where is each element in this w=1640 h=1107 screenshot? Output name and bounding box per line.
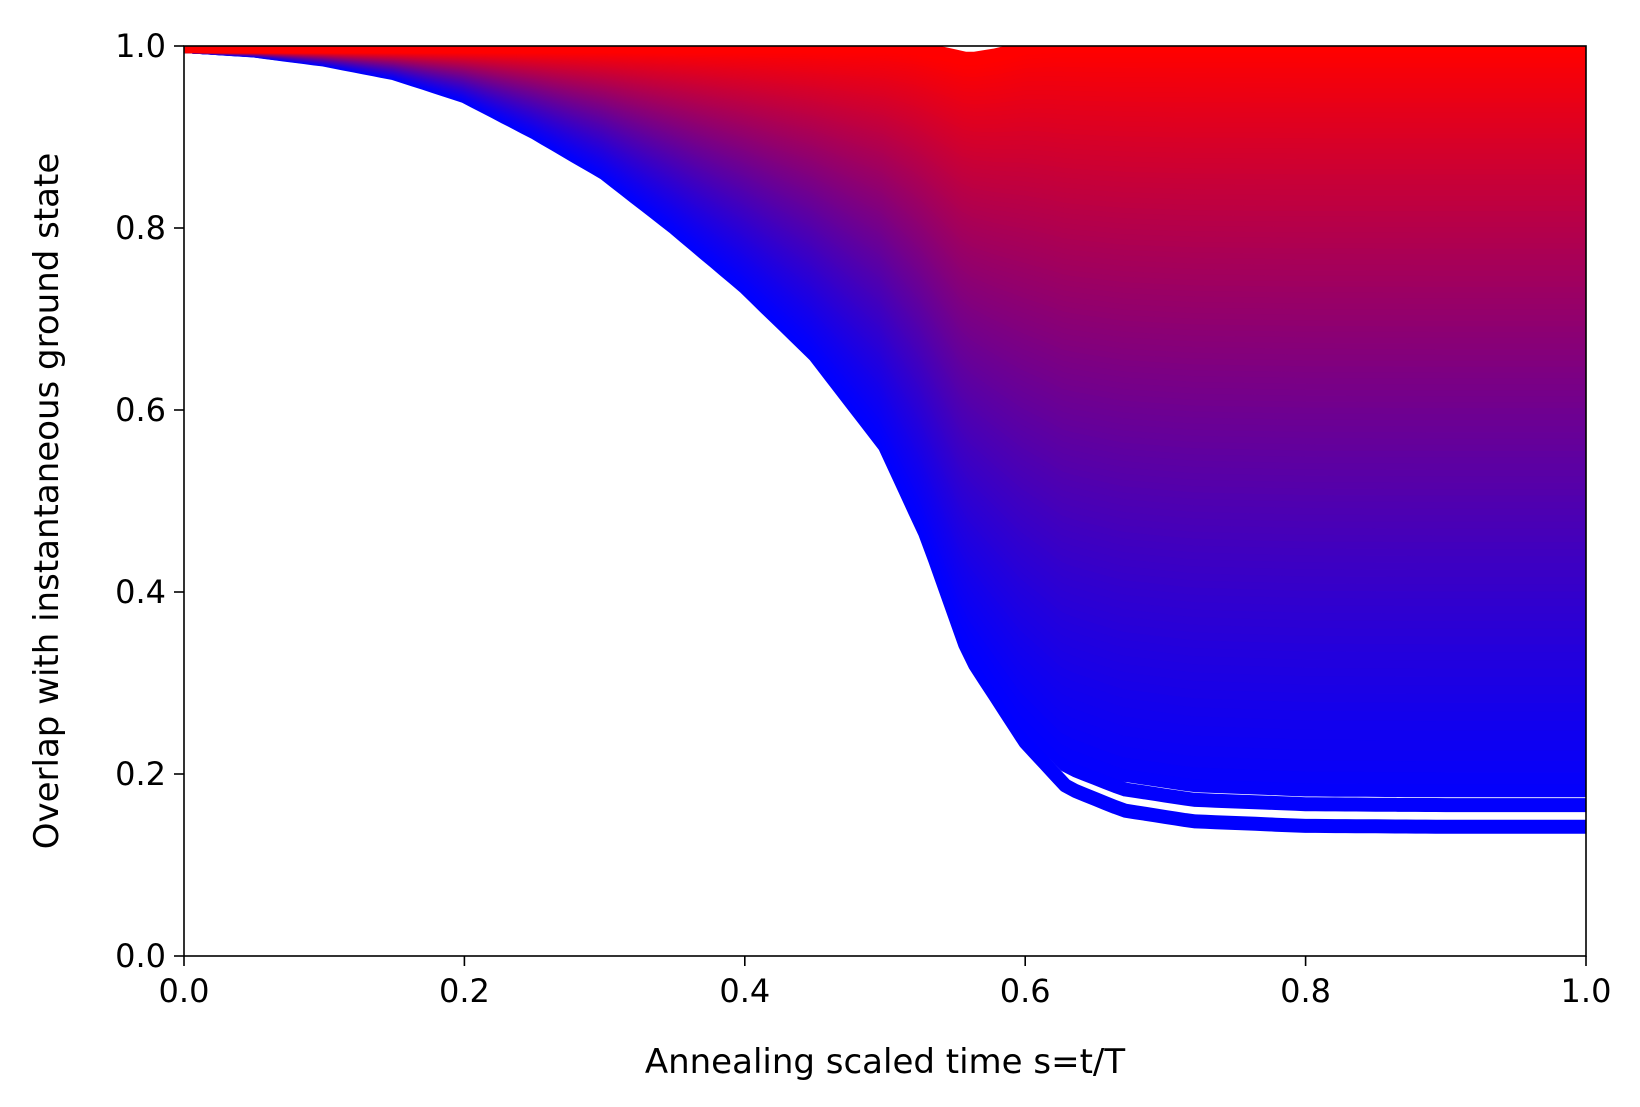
x-tick-label: 0.6 [1000,972,1051,1010]
x-tick-label: 0.8 [1280,972,1331,1010]
y-tick-label: 1.0 [115,27,166,65]
y-axis-ticks: 0.0 0.2 0.4 0.6 0.8 1.0 [115,27,184,975]
y-tick-label: 0.8 [115,209,166,247]
y-tick-label: 0.6 [115,391,166,429]
x-tick-label: 0.2 [439,972,490,1010]
y-axis-label: Overlap with instantaneous ground state [27,153,67,850]
y-tick-label: 0.2 [115,755,166,793]
x-tick-label: 1.0 [1561,972,1612,1010]
y-tick-label: 0.4 [115,573,166,611]
y-tick-label: 0.0 [115,937,166,975]
x-axis-ticks: 0.0 0.2 0.4 0.6 0.8 1.0 [159,956,1612,1010]
x-axis-label: Annealing scaled time s=t/T [645,1042,1126,1082]
x-tick-label: 0.0 [159,972,210,1010]
plot-frame [183,45,1587,957]
x-tick-label: 0.4 [719,972,770,1010]
